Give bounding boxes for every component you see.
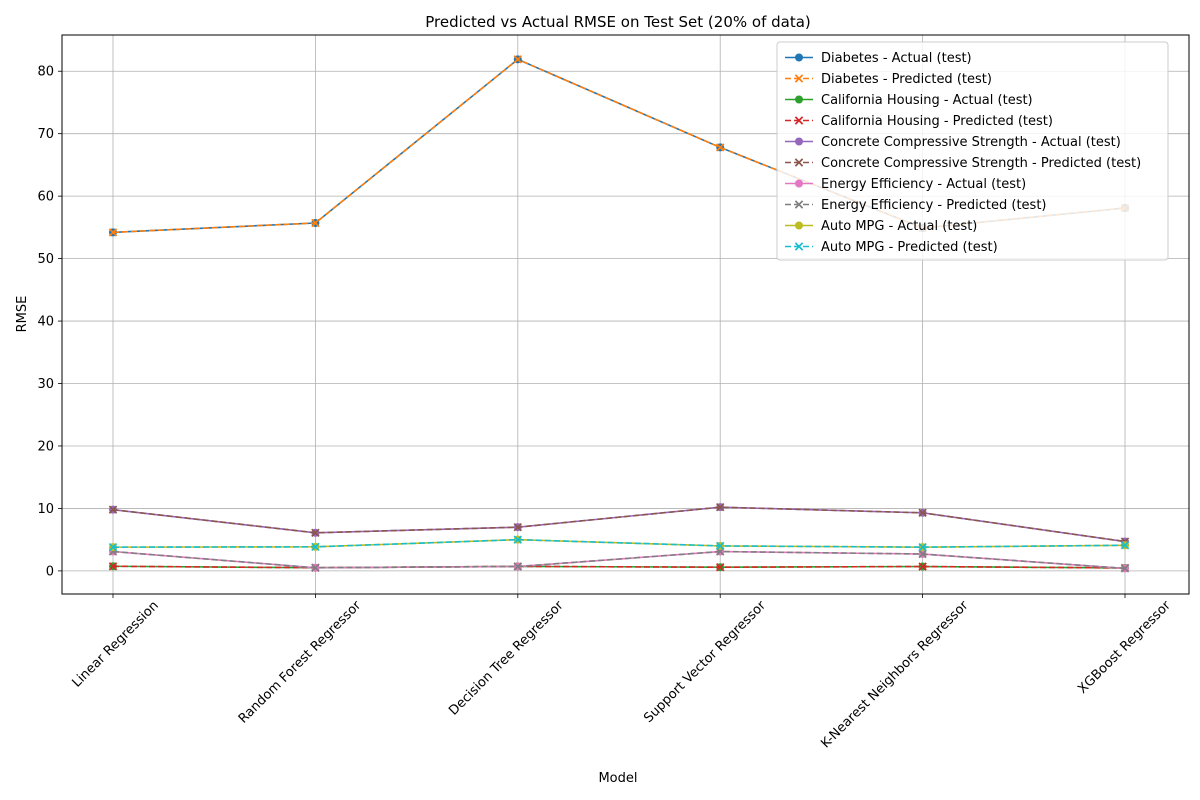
series-group: [108, 547, 1130, 573]
x-tick-label: Linear Regression: [69, 598, 161, 690]
y-tick-label: 40: [37, 315, 54, 330]
data-point: [108, 562, 118, 571]
legend-label: California Housing - Actual (test): [821, 93, 1033, 108]
legend-entry: Concrete Compressive Strength - Actual (…: [785, 135, 1121, 150]
legend-label: Auto MPG - Predicted (test): [821, 240, 998, 255]
data-point: [918, 508, 927, 518]
data-point: [715, 143, 725, 152]
legend-marker: [794, 116, 804, 125]
legend-entry: Energy Efficiency - Actual (test): [785, 177, 1026, 192]
y-tick-label: 0: [46, 564, 54, 579]
series-line: [112, 550, 1126, 570]
legend-marker: [794, 242, 804, 251]
series-line: [112, 550, 1126, 570]
data-point: [108, 542, 118, 552]
legend-entry: Auto MPG - Actual (test): [785, 219, 977, 234]
series-line: [112, 506, 1126, 543]
data-point: [1120, 564, 1130, 573]
legend-entry: Energy Efficiency - Predicted (test): [785, 198, 1047, 213]
data-point: [715, 541, 725, 551]
legend-marker: [795, 53, 803, 62]
series-line: [112, 506, 1126, 543]
legend-box: [776, 41, 1169, 261]
chart-title: Predicted vs Actual RMSE on Test Set (20…: [425, 13, 811, 31]
legend-label: Energy Efficiency - Actual (test): [821, 177, 1026, 192]
legend-label: Concrete Compressive Strength - Actual (…: [821, 135, 1121, 150]
data-point: [108, 505, 118, 514]
legend-entry: Concrete Compressive Strength - Predicte…: [785, 156, 1141, 171]
legend-entry: Diabetes - Predicted (test): [785, 72, 992, 87]
legend-marker: [794, 158, 804, 167]
data-point: [918, 542, 927, 552]
data-point: [513, 535, 523, 544]
legend-entry: California Housing - Actual (test): [785, 93, 1033, 108]
y-tick-label: 20: [37, 439, 54, 454]
legend-entry: California Housing - Predicted (test): [785, 114, 1053, 129]
legend-label: Auto MPG - Actual (test): [821, 219, 977, 234]
y-tick-label: 30: [37, 377, 54, 392]
x-tick-label: Decision Tree Regressor: [446, 598, 567, 719]
y-axis-title: RMSE: [15, 296, 30, 333]
data-point: [311, 542, 320, 552]
data-point: [311, 563, 320, 572]
x-tick-label: K-Nearest Neighbors Regressor: [818, 598, 972, 752]
grid-layer: [62, 35, 1189, 594]
x-tick-label: Support Vector Regressor: [641, 598, 769, 726]
y-tick-label: 50: [37, 252, 54, 267]
y-tick-label: 10: [37, 502, 54, 517]
y-axis: 0 10 20 30 40 50 60 70 80: [37, 65, 62, 579]
legend-label: Diabetes - Predicted (test): [821, 72, 992, 87]
legend-label: California Housing - Predicted (test): [821, 114, 1053, 129]
data-point: [108, 228, 118, 237]
plot-frame: [61, 34, 1190, 595]
legend-marker: [795, 221, 803, 230]
y-tick-label: 70: [37, 127, 54, 142]
series-group: [108, 502, 1130, 546]
legend: Diabetes - Actual (test) Diabetes - Predi…: [776, 41, 1169, 261]
y-tick-label: 60: [37, 190, 54, 205]
legend-label: Concrete Compressive Strength - Predicte…: [821, 156, 1141, 171]
legend-label: Diabetes - Actual (test): [821, 51, 972, 66]
data-point: [715, 502, 725, 512]
data-point: [513, 522, 523, 532]
series-line: [112, 565, 1126, 569]
series-line: [112, 538, 1126, 548]
x-axis-title: Model: [598, 771, 637, 786]
data-point: [513, 55, 523, 64]
series-group: [108, 535, 1130, 552]
data-point: [918, 562, 927, 571]
legend-marker: [795, 179, 803, 188]
legend-marker: [794, 200, 804, 209]
legend-marker: [795, 95, 803, 104]
legend-label: Energy Efficiency - Predicted (test): [821, 198, 1047, 213]
legend-entry: Auto MPG - Predicted (test): [785, 240, 998, 255]
legend-entry: Diabetes - Actual (test): [785, 51, 972, 66]
x-axis: Linear Regression Random Forest Regressor…: [69, 594, 1174, 751]
data-point: [311, 528, 320, 537]
series-group: [109, 503, 1129, 546]
series-group: [109, 547, 1129, 573]
y-tick-label: 80: [37, 65, 54, 80]
data-point: [715, 563, 725, 572]
data-point: [513, 562, 523, 571]
x-tick-label: Random Forest Regressor: [236, 598, 365, 727]
legend-marker: [795, 137, 803, 146]
data-point: [918, 549, 927, 559]
x-tick-label: XGBoost Regressor: [1075, 598, 1174, 697]
data-point: [1120, 541, 1130, 550]
data-point: [311, 218, 320, 228]
legend-marker: [794, 74, 804, 83]
